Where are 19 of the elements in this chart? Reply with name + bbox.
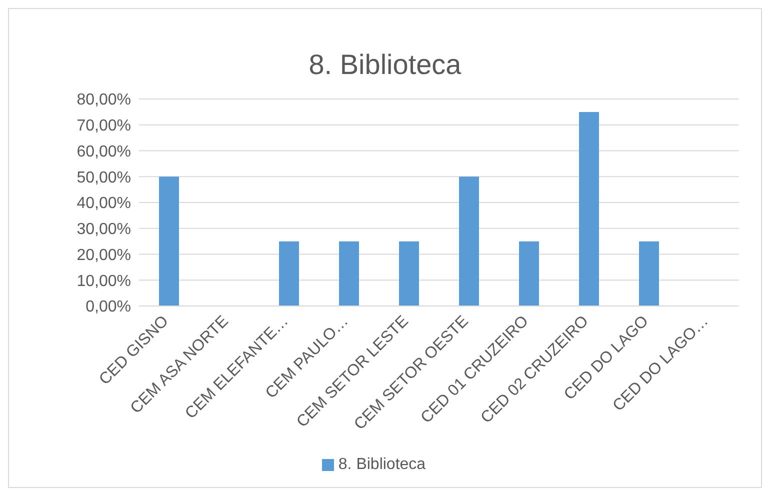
y-tick-label: 50,00% — [76, 169, 131, 186]
y-tick-label: 10,00% — [76, 272, 131, 290]
bar — [339, 241, 359, 306]
chart-title: 8. Biblioteca — [308, 48, 462, 82]
bar — [459, 176, 479, 306]
bar — [159, 176, 179, 306]
y-tick-label: 0,00% — [86, 298, 131, 316]
y-tick-label: 80,00% — [76, 92, 131, 109]
bar — [399, 241, 419, 306]
bar — [519, 241, 539, 306]
y-tick-label: 40,00% — [76, 195, 131, 212]
y-tick-label: 20,00% — [76, 246, 131, 264]
y-tick-label: 60,00% — [76, 143, 131, 160]
bar — [639, 241, 659, 306]
y-tick-label: 70,00% — [76, 118, 131, 135]
y-tick-label: 30,00% — [76, 221, 131, 238]
legend-label: 8. Biblioteca — [338, 456, 426, 473]
bar — [579, 112, 599, 306]
bar — [279, 241, 299, 306]
